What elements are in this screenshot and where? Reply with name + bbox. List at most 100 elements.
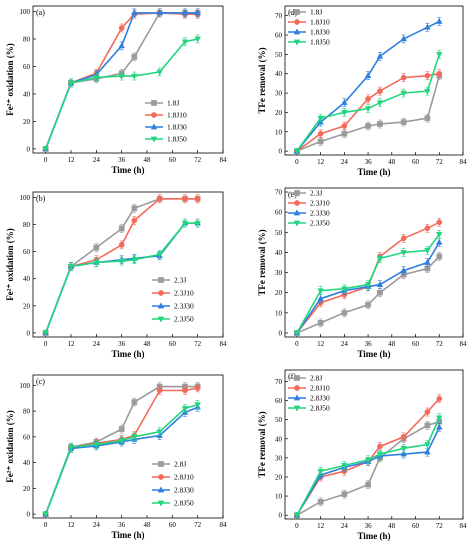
data-point-2.8J30	[424, 448, 431, 455]
x-tick-label: 60	[412, 158, 420, 166]
panel-label: (a)	[36, 8, 45, 17]
x-tick-label: 48	[144, 340, 152, 348]
panel-label: (f)	[288, 372, 296, 381]
legend-swatch-marker	[158, 277, 164, 283]
data-point-1.8J30	[435, 17, 443, 24]
data-point-1.8J50	[293, 148, 301, 155]
data-point-1.8J50	[376, 100, 384, 107]
legend-swatch-marker	[158, 290, 164, 296]
data-point-2.3J	[436, 253, 443, 260]
data-point-2.8J50	[435, 415, 443, 422]
y-tick-label: 0	[27, 145, 31, 153]
x-tick-label: 72	[436, 522, 444, 530]
y-tick-label: 60	[23, 248, 31, 256]
x-tick-label: 72	[194, 340, 202, 348]
x-tick-label: 60	[169, 340, 177, 348]
y-axis-label: TFe removal (%)	[257, 47, 267, 113]
legend-label: 2.8J50	[310, 404, 330, 413]
plot-frame	[284, 369, 464, 520]
x-tick-label: 36	[118, 521, 126, 529]
plot-frame	[284, 5, 464, 156]
y-tick-label: 80	[23, 35, 31, 43]
legend-entry: 2.3J	[288, 189, 322, 198]
x-tick-label: 84	[460, 522, 467, 530]
data-point-2.3J	[131, 205, 138, 212]
data-point-1.8J	[317, 138, 324, 145]
legend-label: 1.8J30	[167, 123, 187, 132]
data-point-2.3J50	[293, 330, 301, 337]
data-point-1.8J	[400, 119, 407, 125]
data-point-1.8J	[424, 115, 431, 122]
x-tick-label: 12	[317, 158, 325, 166]
legend-swatch-marker	[293, 394, 301, 401]
data-point-1.8J	[341, 130, 348, 137]
chart-panel-a: 0 12 24 36 48 60 72 84 0 20 40 60 80 100 Time (h) Fe²⁺ …	[5, 5, 227, 175]
data-point-2.8J30	[400, 450, 407, 457]
series-line-1.8J10	[296, 72, 440, 152]
y-tick-label: 60	[275, 32, 283, 40]
data-point-2.3J10	[400, 235, 407, 242]
legend-swatch-marker	[294, 9, 300, 15]
legend-label: 1.8J50	[310, 38, 330, 47]
y-tick-label: 20	[23, 302, 31, 310]
legend-label: 2.3J	[174, 276, 186, 285]
y-tick-label: 30	[275, 269, 283, 277]
data-point-2.3J	[341, 309, 348, 316]
x-tick-label: 60	[169, 156, 177, 164]
y-tick-label: 30	[275, 454, 283, 462]
data-point-1.8J50	[400, 90, 407, 97]
y-tick-label: 40	[275, 70, 283, 78]
y-axis-label: TFe removal (%)	[257, 411, 267, 477]
data-point-2.3J10	[182, 195, 188, 202]
data-point-1.8J50	[42, 146, 49, 153]
y-tick-label: 60	[275, 397, 283, 405]
data-point-2.8J10	[400, 434, 407, 440]
x-tick-label: 36	[365, 158, 373, 166]
data-point-2.3J50	[364, 282, 372, 289]
legend-label: 1.8J50	[167, 135, 187, 144]
y-tick-label: 0	[279, 329, 283, 337]
legend-entry: 2.8J10	[152, 473, 194, 482]
data-point-2.3J30	[400, 266, 407, 273]
data-point-2.8J50	[376, 451, 384, 458]
data-point-1.8J50	[424, 88, 431, 95]
data-point-2.8J50	[67, 444, 75, 451]
legend-entry: 2.3J30	[288, 209, 330, 218]
x-tick-label: 0	[295, 158, 299, 166]
x-tick-label: 0	[44, 156, 48, 164]
x-tick-label: 36	[365, 340, 373, 348]
data-point-2.3J50	[341, 286, 348, 293]
y-tick-label: 10	[275, 493, 283, 501]
y-tick-label: 20	[23, 485, 31, 493]
y-tick-label: 80	[23, 408, 31, 416]
legend-label: 1.8J10	[310, 18, 330, 27]
data-point-2.3J10	[436, 219, 443, 226]
legend-label: 2.8J	[310, 374, 322, 383]
y-tick-label: 100	[20, 382, 31, 390]
x-tick-label: 72	[194, 156, 202, 164]
data-point-2.8J10	[156, 387, 163, 394]
y-tick-label: 20	[275, 473, 283, 481]
y-tick-label: 0	[27, 329, 31, 337]
data-point-1.8J30	[194, 9, 201, 16]
y-tick-label: 70	[275, 12, 283, 20]
legend-swatch-marker	[293, 209, 301, 216]
x-tick-label: 12	[68, 521, 76, 529]
data-point-2.8J	[365, 481, 371, 488]
legend-swatch-marker	[294, 190, 300, 196]
y-tick-label: 20	[275, 289, 283, 297]
x-axis-label: Time (h)	[357, 531, 390, 541]
legend-swatch-marker	[151, 100, 157, 106]
series-line-2.8J10	[296, 398, 440, 516]
series-line-2.8J30	[44, 406, 199, 515]
x-tick-label: 36	[118, 340, 126, 348]
x-tick-label: 12	[68, 340, 76, 348]
data-point-2.3J50	[317, 288, 324, 295]
legend-label: 1.8J	[310, 8, 322, 17]
legend-label: 2.8J10	[310, 384, 330, 393]
data-point-1.8J	[365, 123, 371, 129]
legend-swatch-marker	[293, 220, 301, 227]
x-tick-label: 48	[388, 340, 396, 348]
data-point-1.8J50	[194, 36, 201, 43]
legend-swatch-marker	[150, 136, 158, 143]
